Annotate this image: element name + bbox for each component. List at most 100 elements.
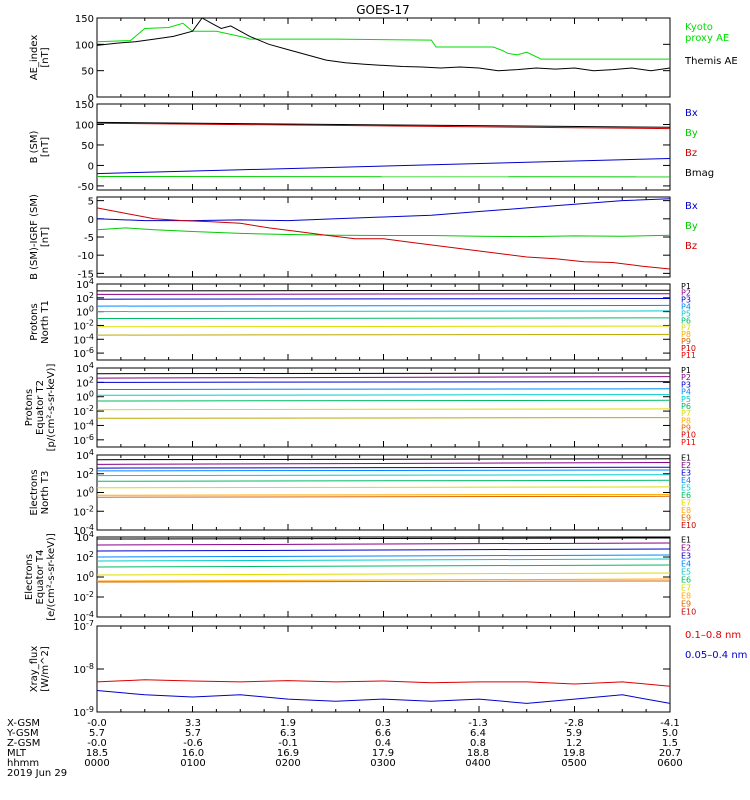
y-axis-label: Protons [29,303,40,340]
legend-entry: E10 [681,608,696,617]
series-line [96,469,671,472]
panel-8: 10-7 10-8 10-9 Xray_flux [W/m^2] 0.1–0.8 nm 0.… [29,619,747,719]
footer-row-label: Z-GSM [7,738,40,749]
footer-value: 0600 [657,758,682,769]
series-line [96,466,671,469]
series-line [96,458,671,461]
legend-entry: P3 [681,296,691,305]
legend-entry: E3 [681,552,691,561]
y-axis-label: Equator T2 [35,380,46,435]
legend-entry: Bx [685,108,698,119]
series-line [96,486,671,489]
y-tick-label: 10-4 [73,610,94,624]
legend-entry: P10 [681,431,696,440]
y-axis-label: B (SM)-IGRF (SM) [29,194,40,280]
footer-date: 2019 Jun 29 [7,768,67,779]
legend-entry: E7 [681,584,691,593]
legend-entry: E6 [681,491,691,500]
series-line [96,122,671,130]
y-tick-label: 10-2 [73,404,94,418]
legend-entry: E8 [681,592,691,601]
legend-entry: P5 [681,309,691,318]
footer-value: 1.2 [566,738,582,749]
legend-entry: P11 [681,351,696,360]
footer-value: -2.8 [564,718,584,729]
series-line [96,474,671,477]
series-line [96,408,671,411]
legend-entry: E5 [681,483,691,492]
y-tick-label: 102 [76,550,94,564]
legend-entry: P1 [681,366,691,375]
legend-entry: P8 [681,416,691,425]
legend-entry: E9 [681,600,691,609]
footer-value: -0.6 [183,738,203,749]
y-axis-label: [W/m^2] [40,646,51,692]
legend-entry: P2 [681,289,691,298]
footer-value: 16.9 [277,748,299,759]
footer-value: 0300 [370,758,395,769]
y-axis-label: [nT] [40,47,51,67]
legend-entry: E4 [681,560,691,569]
series-line [96,17,671,72]
legend-entry: 0.05–0.4 nm [685,650,747,661]
y-tick-label: 100 [75,40,94,51]
y-axis-label: Protons [24,389,35,426]
legend-entry: P8 [681,330,691,339]
footer-value: 0.4 [375,738,391,749]
series-line [96,537,671,540]
footer-value: 5.7 [89,728,105,739]
legend-entry: P2 [681,373,691,382]
y-axis-label: B (SM) [29,130,40,163]
legend-entry: P7 [681,409,691,418]
series-line [96,558,671,562]
footer-value: 0200 [275,758,300,769]
footer-value: 3.3 [185,718,201,729]
footer-value: 6.3 [280,728,296,739]
footer-value: 0.3 [375,718,391,729]
y-axis-label: North T3 [40,471,51,515]
panel-7: 104 102 100 10-2 10-4 Electrons Equator T4 [e/(… [24,530,696,624]
footer-value: 20.7 [659,748,681,759]
y-axis-label: Electrons [29,469,40,515]
legend-entry: P7 [681,323,691,332]
y-tick-label: 10-2 [73,590,94,604]
legend-entry: P4 [681,303,691,312]
footer-value: 17.9 [372,748,394,759]
legend-entry: proxy AE [685,33,729,44]
series-line [96,554,671,558]
y-tick-label: 10-8 [73,662,94,676]
series-line [96,462,671,465]
footer-value: 5.0 [662,728,678,739]
footer-value: 5.7 [185,728,201,739]
legend-entry: Themis AE [684,56,738,67]
y-tick-label: 100 [76,390,94,404]
y-tick-label: 5 [88,197,94,208]
y-tick-label: 102 [76,291,94,305]
y-tick-label: 102 [76,375,94,389]
legend-entry: P1 [681,282,691,291]
footer-value: 16.0 [182,748,204,759]
legend-entry: P10 [681,344,696,353]
legend-entry: Bz [685,241,697,252]
y-tick-label: 100 [76,486,94,500]
footer-row-label: hhmm [7,758,39,769]
legend-entry: Bx [685,201,698,212]
series-line [96,158,671,175]
series-line [96,542,671,546]
footer-value: 0400 [465,758,490,769]
y-axis-label: North T1 [40,300,51,344]
footer-value: 0000 [84,758,109,769]
series-line [96,572,671,576]
series-line [96,564,671,568]
y-tick-label: 100 [75,120,94,131]
footer-value: -1.3 [468,718,488,729]
y-tick-label: -10 [78,251,94,262]
legend-entry: By [685,128,698,139]
legend-entry: E2 [681,544,691,553]
footer-value: 18.5 [86,748,108,759]
series-line [96,381,671,383]
y-tick-label: -5 [84,233,94,244]
legend-entry: P3 [681,380,691,389]
